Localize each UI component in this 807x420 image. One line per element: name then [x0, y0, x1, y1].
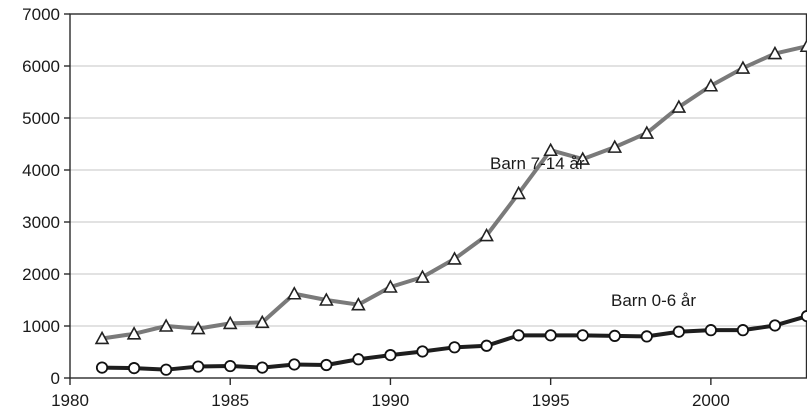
y-tick-label: 0 — [51, 369, 60, 388]
data-point-triangle — [190, 320, 206, 335]
data-point-circle — [224, 359, 237, 373]
data-point-triangle — [607, 139, 623, 153]
y-tick-label: 6000 — [22, 57, 60, 76]
data-point-circle — [416, 345, 429, 358]
data-point-triangle — [703, 78, 719, 92]
data-point-triangle — [639, 125, 655, 139]
data-point-circle — [95, 361, 109, 374]
data-point-triangle — [254, 314, 270, 329]
data-point-triangle — [94, 330, 110, 345]
data-point-circle — [352, 353, 365, 366]
data-point-circle — [576, 329, 589, 342]
data-point-triangle — [286, 286, 302, 300]
data-point-circle — [736, 324, 750, 337]
data-point-triangle — [415, 269, 430, 283]
series-barn-0-6 — [95, 310, 807, 376]
labels: Barn 7-14 år Barn 0-6 år — [490, 154, 696, 310]
data-point-circle — [192, 360, 205, 373]
data-point-circle — [512, 329, 525, 342]
data-point-circle — [800, 310, 807, 323]
data-point-circle — [448, 341, 461, 354]
plot-frame — [69, 13, 807, 379]
data-point-triangle — [222, 315, 238, 330]
series-lines — [94, 38, 807, 376]
data-point-circle — [608, 329, 621, 342]
data-point-triangle — [799, 38, 807, 53]
data-point-triangle — [671, 99, 687, 113]
data-point-circle — [768, 319, 782, 332]
series-barn-7-14 — [94, 38, 807, 345]
data-point-circle — [640, 330, 653, 343]
data-point-triangle — [479, 227, 494, 242]
data-point-triangle — [767, 45, 783, 60]
data-point-circle — [672, 325, 685, 338]
data-point-circle — [384, 349, 397, 362]
y-tick-label: 2000 — [22, 265, 60, 284]
data-point-circle — [127, 362, 141, 375]
x-tick-label: 1980 — [51, 391, 89, 410]
series-line — [101, 44, 807, 341]
series-label-barn-0-6: Barn 0-6 år — [611, 291, 696, 310]
y-tick-label: 4000 — [22, 161, 60, 180]
y-tick-label: 5000 — [22, 109, 60, 128]
y-tick-label: 3000 — [22, 213, 60, 232]
data-point-circle — [544, 329, 557, 342]
data-point-circle — [288, 358, 301, 371]
x-tick-label: 1985 — [211, 391, 249, 410]
y-tick-label: 1000 — [22, 317, 60, 336]
x-tick-label: 1990 — [372, 391, 410, 410]
data-point-circle — [704, 324, 717, 337]
data-point-triangle — [511, 185, 526, 200]
data-point-triangle — [383, 279, 398, 293]
series-label-barn-7-14: Barn 7-14 år — [490, 154, 585, 173]
data-point-circle — [256, 361, 269, 374]
data-point-triangle — [158, 318, 174, 332]
axes: 0 1000 2000 3000 4000 5000 6000 7000 1980 1985 199… — [22, 5, 807, 410]
data-point-triangle — [126, 326, 142, 340]
data-point-triangle — [735, 60, 751, 74]
gridlines — [70, 13, 807, 327]
data-point-circle — [320, 358, 333, 372]
y-tick-label: 7000 — [22, 5, 60, 24]
x-tick-label: 2000 — [692, 391, 730, 410]
data-point-circle — [160, 363, 173, 376]
data-point-triangle — [543, 142, 558, 157]
x-tick-label: 1995 — [532, 391, 570, 410]
data-point-triangle — [575, 151, 591, 165]
data-point-triangle — [351, 297, 366, 311]
data-point-circle — [480, 339, 493, 352]
data-point-triangle — [319, 292, 334, 306]
data-point-triangle — [447, 251, 462, 265]
